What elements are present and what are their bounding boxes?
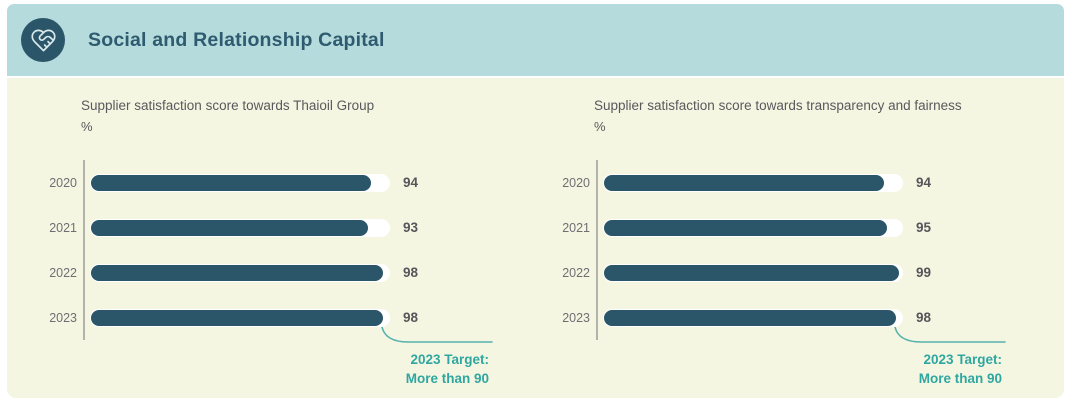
section-body: Supplier satisfaction score towards Thai…	[7, 78, 1064, 398]
bar-fill	[604, 174, 885, 191]
year-label: 2022	[562, 265, 590, 280]
value-label: 99	[916, 265, 932, 280]
year-label: 2020	[562, 175, 590, 190]
target-line1: 2023 Target:	[923, 352, 1002, 367]
chart-panel-transparency-fairness: Supplier satisfaction score towards tran…	[554, 98, 1024, 386]
bar-fill	[604, 309, 897, 326]
chart-rows: 2020 2021 2022 2023 94 93 98 98	[41, 160, 511, 340]
year-axis: 2020 2021 2022 2023	[554, 160, 590, 340]
bar-row: 93	[90, 205, 511, 250]
bar-fill	[91, 264, 384, 281]
bar-fill	[91, 219, 369, 236]
value-label: 98	[916, 310, 932, 325]
section-header: Social and Relationship Capital	[7, 4, 1064, 76]
bar-track	[603, 218, 903, 237]
year-label: 2023	[562, 310, 590, 325]
target-line2: More than 90	[918, 371, 1002, 386]
bar-track	[603, 308, 903, 327]
value-label: 94	[916, 175, 932, 190]
target-line2: More than 90	[405, 371, 489, 386]
chart-title: Supplier satisfaction score towards tran…	[594, 98, 962, 113]
value-label: 95	[916, 220, 932, 235]
chart-rows: 2020 2021 2022 2023 94 95 99 98	[554, 160, 1024, 340]
bar-row: 94	[603, 160, 1024, 205]
year-label: 2021	[562, 220, 590, 235]
heart-handshake-icon	[21, 18, 65, 62]
value-label: 94	[403, 175, 419, 190]
bar-fill	[604, 219, 888, 236]
year-label: 2021	[49, 220, 77, 235]
bar-row: 94	[90, 160, 511, 205]
bar-track	[90, 173, 390, 192]
bar-track	[90, 308, 390, 327]
unit-label: %	[594, 119, 606, 134]
target-connector-line	[894, 327, 1006, 343]
page-title: Social and Relationship Capital	[88, 28, 385, 51]
year-label: 2022	[49, 265, 77, 280]
bar-area: 94 93 98 98	[83, 160, 511, 340]
value-label: 98	[403, 310, 419, 325]
bar-track	[603, 173, 903, 192]
bar-row: 98	[603, 295, 1024, 340]
bar-track	[603, 263, 903, 282]
bar-row: 95	[603, 205, 1024, 250]
bar-area: 94 95 99 98	[596, 160, 1024, 340]
target-annotation: 2023 Target: More than 90	[293, 350, 489, 388]
bar-row: 98	[90, 295, 511, 340]
bar-track	[90, 263, 390, 282]
year-axis: 2020 2021 2022 2023	[41, 160, 77, 340]
bar-fill	[91, 309, 384, 326]
year-label: 2020	[49, 175, 77, 190]
target-annotation: 2023 Target: More than 90	[806, 350, 1002, 388]
target-line1: 2023 Target:	[410, 352, 489, 367]
unit-label: %	[81, 119, 93, 134]
year-label: 2023	[49, 310, 77, 325]
bar-fill	[604, 264, 900, 281]
bar-row: 99	[603, 250, 1024, 295]
value-label: 93	[403, 220, 419, 235]
chart-panel-thaioil-group: Supplier satisfaction score towards Thai…	[41, 98, 511, 386]
target-connector-line	[381, 327, 493, 343]
bar-track	[90, 218, 390, 237]
value-label: 98	[403, 265, 419, 280]
bar-row: 98	[90, 250, 511, 295]
bar-fill	[91, 174, 372, 191]
chart-title: Supplier satisfaction score towards Thai…	[81, 98, 375, 113]
